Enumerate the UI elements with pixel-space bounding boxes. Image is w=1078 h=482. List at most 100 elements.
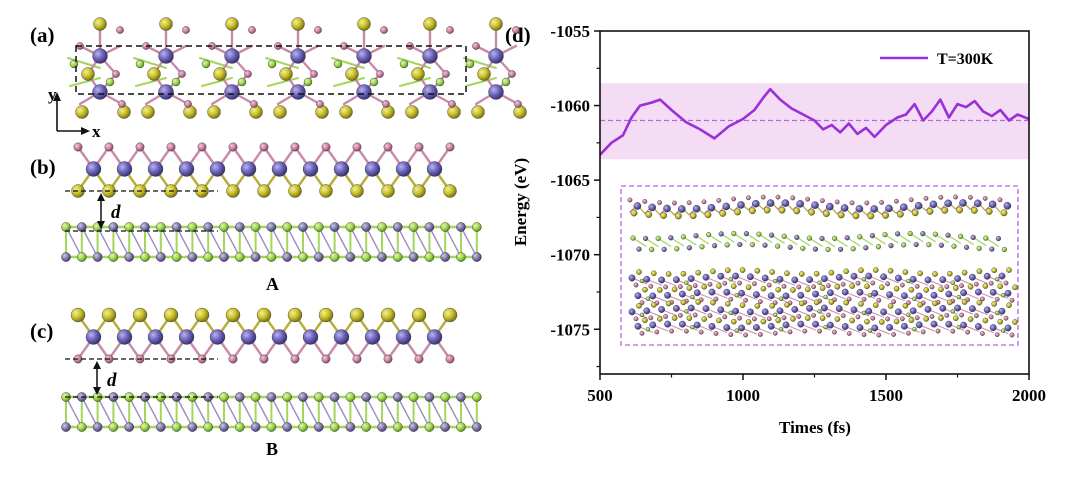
atom-pink <box>244 70 252 78</box>
atom-yellow <box>660 212 667 219</box>
atom-pink <box>885 281 890 287</box>
atom-yellow <box>1012 319 1018 325</box>
atom-metal <box>738 289 745 297</box>
bond <box>69 77 101 87</box>
bond <box>381 396 399 428</box>
atom-metal <box>909 275 917 283</box>
bond <box>302 226 320 258</box>
atom-green <box>867 293 873 298</box>
atom-yellow <box>675 212 682 220</box>
atom-pink <box>321 354 331 364</box>
atom-yellow <box>790 287 796 293</box>
atom-metal <box>865 272 873 280</box>
atom-layer <box>837 246 844 252</box>
atom-purple <box>234 222 245 232</box>
atom-layer <box>850 246 856 252</box>
atom-pink <box>760 194 766 200</box>
atom-green <box>333 59 343 69</box>
atom-pink <box>959 312 964 318</box>
x-axis-ticks: 500 1000 1500 2000 <box>587 374 1046 405</box>
atom-purple <box>282 422 293 432</box>
atom-layer <box>636 246 642 252</box>
atom-yellow <box>985 207 993 215</box>
atom-purple <box>471 252 482 262</box>
atom-yellow <box>997 283 1004 290</box>
bond <box>96 396 115 428</box>
atom-green <box>392 252 403 262</box>
atom-green <box>639 278 645 284</box>
atom-pink <box>980 296 985 302</box>
atom-green <box>435 77 445 87</box>
atom-yellow <box>287 307 303 323</box>
atom-green <box>684 280 689 285</box>
bond <box>254 226 273 258</box>
atom-green <box>823 324 828 330</box>
atom-metal <box>841 288 849 296</box>
atom-pink <box>781 283 787 289</box>
atom-metal <box>924 306 932 313</box>
bond <box>207 226 225 258</box>
atom-metal <box>983 272 991 280</box>
atom-pink <box>376 70 384 78</box>
bond <box>397 226 415 258</box>
bond <box>135 77 167 87</box>
atom-metal <box>895 308 902 316</box>
atom-layer <box>743 231 750 237</box>
atom-green <box>912 327 917 332</box>
atom-metal <box>797 291 805 299</box>
atom-pink <box>864 200 870 206</box>
bond <box>144 226 162 258</box>
atom-metal <box>865 307 873 315</box>
atom-purple <box>298 392 308 402</box>
atom-metal <box>679 290 686 298</box>
atom-yellow <box>991 267 998 274</box>
atom-pink <box>988 314 994 320</box>
y-tick-label: -1070 <box>550 246 590 265</box>
atom-green <box>140 422 150 432</box>
atom-pink <box>414 142 424 152</box>
atom-yellow <box>350 184 364 198</box>
atom-metal <box>856 324 864 332</box>
atom-purple <box>298 222 308 232</box>
atom-green <box>250 222 261 232</box>
atom-yellow <box>819 315 826 321</box>
atom-pink <box>746 195 751 201</box>
atom-pink <box>840 281 846 287</box>
atom-green <box>124 222 134 232</box>
atom-pink <box>642 199 648 204</box>
atom-metal <box>747 273 754 281</box>
atom-yellow <box>967 283 974 290</box>
atom-yellow <box>75 105 89 119</box>
atom-pink <box>701 199 707 205</box>
atom-pink <box>879 199 884 205</box>
atom-pink <box>772 330 778 336</box>
atom-pink <box>900 282 905 288</box>
bond <box>428 226 446 258</box>
atom-pink <box>982 195 988 201</box>
atom-purple <box>345 422 356 432</box>
atom-yellow <box>879 319 885 325</box>
atom-metal <box>909 307 917 315</box>
series-line-t300k <box>600 87 1029 156</box>
atom-green <box>645 327 651 332</box>
atom-metal <box>92 48 108 64</box>
atom-yellow <box>849 283 856 289</box>
atom-green <box>817 309 822 314</box>
atom-yellow <box>225 17 239 31</box>
bond <box>463 57 497 69</box>
atom-layer <box>630 235 636 241</box>
atom-layer <box>800 245 806 251</box>
atom-metal <box>271 161 288 177</box>
atom-yellow <box>793 207 801 215</box>
atom-pink <box>310 70 318 78</box>
atom-pink <box>672 200 677 206</box>
atom-purple <box>313 422 324 432</box>
atom-pink <box>663 284 668 290</box>
bond <box>465 77 497 87</box>
atom-metal <box>356 48 372 64</box>
atom-yellow <box>225 307 241 323</box>
atom-yellow <box>689 212 697 220</box>
atom-layer <box>680 234 687 240</box>
atom-layer <box>711 243 718 249</box>
atom-green <box>298 422 308 432</box>
